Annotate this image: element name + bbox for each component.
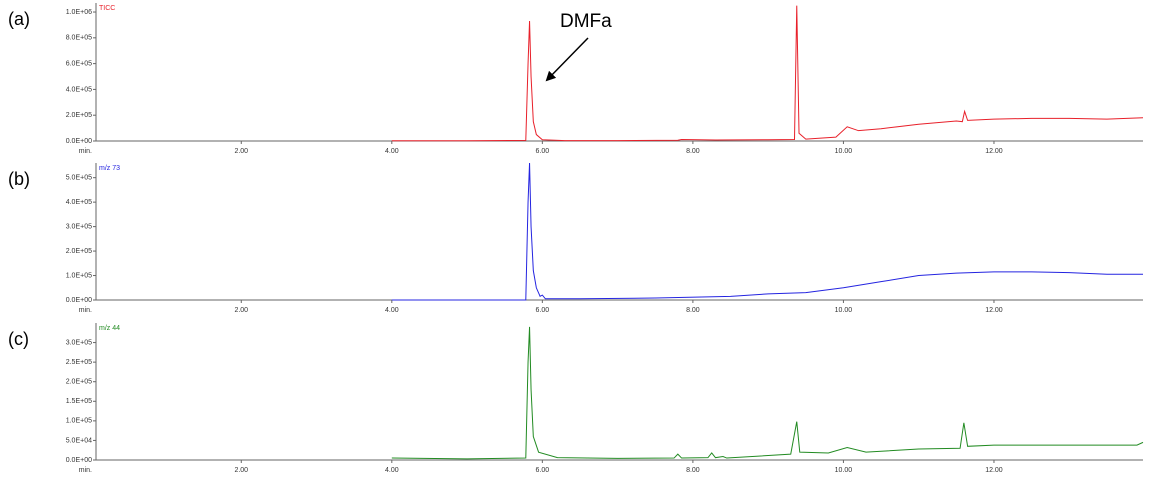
y-tick-label: 1.5E+05 [66, 398, 92, 405]
panel-label: (b) [8, 169, 30, 189]
y-tick-label: 3.0E+05 [66, 339, 92, 346]
y-tick-label: 0.0E+00 [66, 138, 92, 145]
annotation-arrow [545, 37, 589, 82]
y-tick-label: 5.0E+05 [66, 175, 92, 182]
y-tick-label: 2.5E+05 [66, 359, 92, 366]
y-tick-label: 2.0E+05 [66, 248, 92, 255]
y-tick-label: 2.0E+05 [66, 379, 92, 386]
y-tick-label: 4.0E+05 [66, 199, 92, 206]
x-tick-label: 4.00 [385, 467, 399, 474]
trace [391, 326, 1144, 460]
x-axis-label: min. [79, 148, 92, 155]
x-tick-label: 8.00 [686, 148, 700, 155]
legend-label: m/z 44 [99, 325, 120, 332]
x-tick-label: 2.00 [234, 148, 248, 155]
y-tick-label: 1.0E+05 [66, 418, 92, 425]
x-tick-label: 2.00 [234, 467, 248, 474]
x-tick-label: 6.00 [536, 307, 550, 314]
y-tick-label: 1.0E+06 [66, 9, 92, 16]
x-tick-label: 8.00 [686, 467, 700, 474]
x-axis-label: min. [79, 307, 92, 314]
x-tick-label: 10.00 [835, 467, 853, 474]
x-tick-label: 10.00 [835, 148, 853, 155]
y-tick-label: 2.0E+05 [66, 112, 92, 119]
y-tick-label: 0.0E+00 [66, 297, 92, 304]
x-tick-label: 8.00 [686, 307, 700, 314]
annotation: DMFa [560, 11, 612, 32]
trace [391, 5, 1144, 142]
y-tick-label: 3.0E+05 [66, 223, 92, 230]
x-tick-label: 12.00 [985, 307, 1003, 314]
panel-label: (a) [8, 9, 30, 29]
x-tick-label: 12.00 [985, 148, 1003, 155]
trace [391, 162, 1143, 301]
y-tick-label: 1.0E+05 [66, 272, 92, 279]
y-tick-label: 5.0E+04 [66, 437, 92, 444]
x-tick-label: 4.00 [385, 307, 399, 314]
legend-label: TICC [99, 5, 115, 12]
x-tick-label: 12.00 [985, 467, 1003, 474]
panel-label: (c) [8, 329, 29, 349]
x-tick-label: 2.00 [234, 307, 248, 314]
y-tick-label: 4.0E+05 [66, 86, 92, 93]
legend-label: m/z 73 [99, 165, 120, 172]
x-axis-label: min. [79, 467, 92, 474]
y-tick-label: 6.0E+05 [66, 60, 92, 67]
x-tick-label: 6.00 [536, 148, 550, 155]
x-tick-label: 10.00 [835, 307, 853, 314]
y-tick-label: 8.0E+05 [66, 35, 92, 42]
y-tick-label: 0.0E+00 [66, 457, 92, 464]
x-tick-label: 6.00 [536, 467, 550, 474]
x-tick-label: 4.00 [385, 148, 399, 155]
